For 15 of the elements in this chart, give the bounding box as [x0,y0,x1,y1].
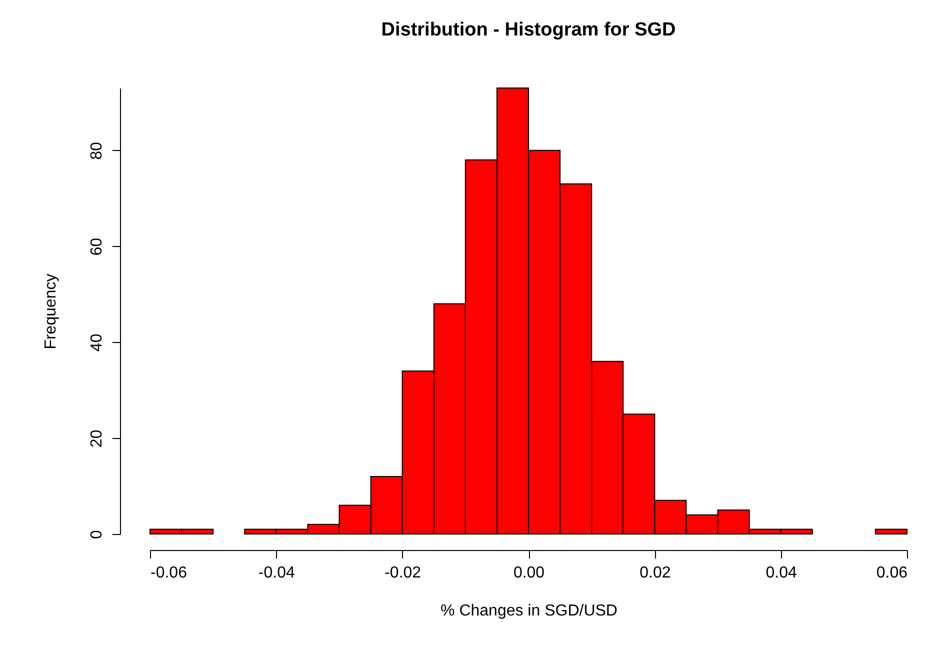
y-tick-label: 20 [88,430,106,448]
x-tick-label: 0.02 [640,564,671,582]
x-tick-label: -0.02 [384,564,422,582]
chart-title: Distribution - Histogram for SGD [381,20,676,40]
x-tick-label: -0.06 [150,564,188,582]
x-tick-label: 0.04 [766,564,798,582]
y-tick-label: 40 [88,334,106,352]
x-tick-label: 0.06 [876,564,908,582]
y-tick-label: 60 [88,238,106,256]
x-axis-title: % Changes in SGD/USD [440,602,618,620]
x-tick-label: -0.04 [258,564,296,582]
x-tick-label: 0.00 [513,564,545,582]
y-tick-label: 0 [88,530,106,539]
y-axis-title: Frequency [42,274,60,350]
y-tick-label: 80 [88,142,106,160]
